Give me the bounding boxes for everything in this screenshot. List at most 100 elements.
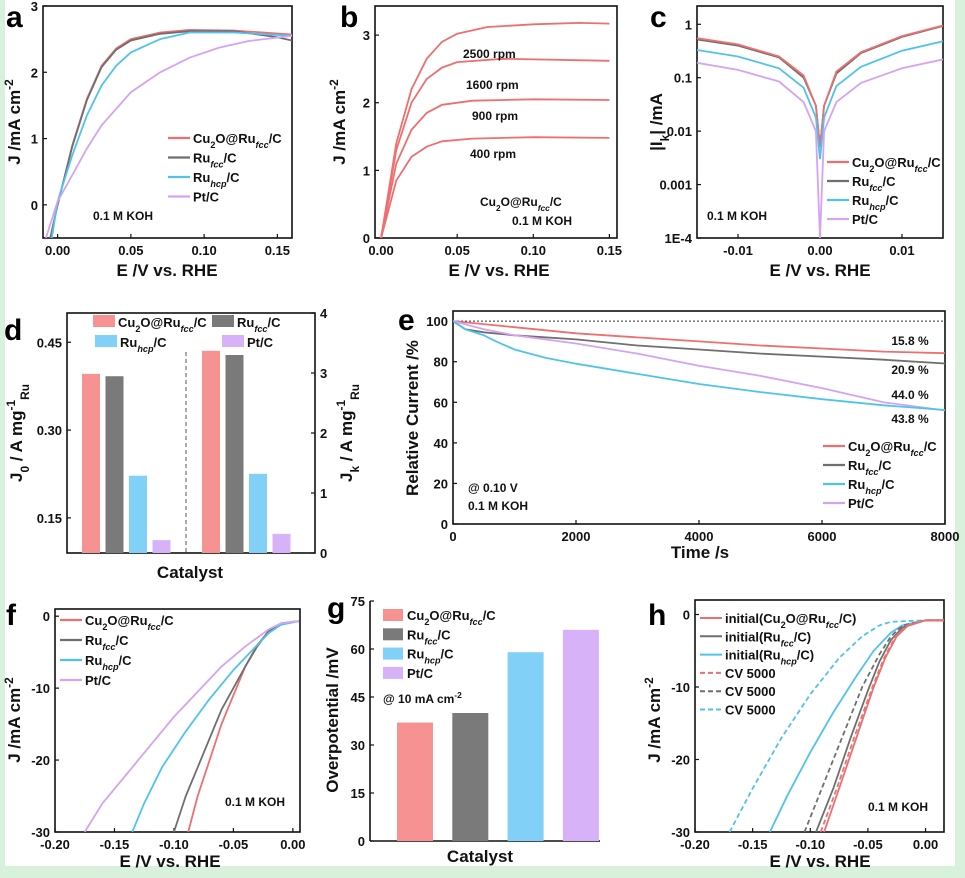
bar-rufcc <box>452 713 489 841</box>
y-tick-label: 0 <box>441 517 448 532</box>
x-tick-label: -0.05 <box>219 837 249 852</box>
x-axis-label: Time /s <box>671 543 729 562</box>
legend-label-pt-part: Pt/C <box>852 212 879 227</box>
annotation-text: @ 10 mA cm-2 <box>383 690 462 706</box>
x-axis-label: E /V vs. RHE <box>769 261 870 280</box>
y-axis-label-part: J /mA cm <box>5 90 24 165</box>
legend-label-pt-part: Pt/C <box>848 496 875 511</box>
legend-label-ruhcp: Ruhcp/C <box>193 170 240 189</box>
series-line-pt <box>697 58 943 238</box>
panel-d: d 0.15 0.30 0.45 0 1 2 3 4 <box>4 306 328 561</box>
bar-jk-rufcc <box>225 355 244 553</box>
annotation-text-part: @ 10 mA cm <box>383 692 454 706</box>
panel-b-letter: b <box>340 1 358 34</box>
x-tick-label: 0.00 <box>45 243 70 258</box>
series-line-ruhcp <box>50 31 292 238</box>
legend-label-part: initial(Cu <box>725 611 781 626</box>
annotation-text: Cu2O@Rufcc/C <box>480 195 562 213</box>
legend-label-pt: Pt/C <box>85 673 112 688</box>
legend-label-pt-part: Pt/C <box>193 190 220 205</box>
legend-label-ruhcp: Ruhcp/C <box>120 335 167 354</box>
frame-right-strip <box>955 0 965 878</box>
x-tick-label: -0.01 <box>723 243 753 258</box>
legend-label-part: /C) <box>794 629 811 644</box>
x-tick-label: 0.05 <box>445 243 470 258</box>
panel-d-letter: d <box>4 314 22 347</box>
panel-g-letter: g <box>327 592 345 625</box>
legend-label-part: fcc <box>826 620 839 630</box>
y-axis-label-part: J /mA cm <box>5 688 24 763</box>
legend-label-cu2o-part: Cu <box>85 613 102 628</box>
legend-label-ruhcp-part: Ru <box>848 477 865 492</box>
annotation-text: 0.1 M KOH <box>468 499 528 513</box>
legend-label-rufcc-part: /C <box>268 315 282 330</box>
y-axis-label-part: -2 <box>2 79 16 90</box>
x-axis-label-part: Catalyst <box>447 847 513 866</box>
legend-label-part: /C) <box>839 611 856 626</box>
x-axis-label-part: E /V vs. RHE <box>119 852 220 871</box>
legend-label-cu2o-part: 2 <box>424 617 429 627</box>
legend-label-rufcc: Rufcc/C <box>852 174 896 193</box>
legend-label: CV 5000 <box>725 684 776 699</box>
y-tick-label: 1 <box>31 132 38 147</box>
legend-label-cu2o-part: fcc <box>148 622 161 632</box>
y-tick-label: 40 <box>434 436 448 451</box>
legend-label-ruhcp-part: hcp <box>869 202 886 212</box>
annotation-text: 0.1 M KOH <box>93 209 153 223</box>
y-right-axis-label-part: k <box>348 466 362 473</box>
annotation-text-part: /C <box>550 195 562 209</box>
x-tick-label: 0.00 <box>807 243 832 258</box>
panel-b: b 0.00 0.05 0.10 0.15 0 1 2 3 2500 rpm 1600 rpm 900… <box>340 1 622 258</box>
curve-label: 900 rpm <box>472 109 518 123</box>
x-tick-label: 0.10 <box>191 243 216 258</box>
legend-label-ruhcp: Ruhcp/C <box>848 477 895 496</box>
legend-label-ruhcp-part: Ru <box>85 653 102 668</box>
x-tick-label: 0.15 <box>597 243 622 258</box>
y-tick-label: 2 <box>363 96 370 111</box>
bar-j0-pt <box>152 540 171 553</box>
y-right-axis-label-part: / A mg <box>337 410 356 465</box>
bar-jk-pt <box>272 533 291 553</box>
panel-f-letter: f <box>6 599 17 632</box>
legend-label-cu2o-part: O@Ru <box>429 608 469 623</box>
panel-e: e 0 2000 4000 6000 8000 0 20 40 60 80 100 15.8 % 20.9… <box>398 304 959 544</box>
x-tick-label: -0.05 <box>853 837 883 852</box>
series-line-rufcc <box>173 620 299 832</box>
panel-a: a 0.00 0.05 0.10 0.15 0 1 2 3 <box>6 0 293 258</box>
y-tick-label: 0 <box>43 609 50 624</box>
legend-label-cu2o: Cu2O@Rufcc/C <box>118 315 207 334</box>
legend-label-cu2o-part: /C <box>924 439 938 454</box>
legend-label-rufcc-part: fcc <box>424 636 437 646</box>
y-axis-label-part: -2 <box>642 677 656 688</box>
series-group <box>453 320 945 412</box>
annotation-text-part: O@Ru <box>501 195 538 209</box>
legend-label-cu2o-part: 2 <box>102 622 107 632</box>
y-tick-label: 15 <box>351 786 365 801</box>
y-axis-label-part: 0 <box>18 466 32 473</box>
legend-label: CV 5000 <box>725 666 776 681</box>
legend-label-part: /C) <box>797 648 814 663</box>
x-tick-label: 0.00 <box>280 837 305 852</box>
series-line-cu2o <box>380 98 610 238</box>
panel-h-letter: h <box>648 599 666 632</box>
y-tick-label: 80 <box>434 355 448 370</box>
y-axis-label-part: / A mg <box>7 410 26 465</box>
x-axis-label-part: Catalyst <box>157 563 223 582</box>
panel-g: g 0 15 30 45 60 75 <box>327 592 600 849</box>
y-axis-label-part: -1 <box>4 400 18 411</box>
legend-label-ruhcp-part: hcp <box>424 656 441 666</box>
x-axis-label-part: Time /s <box>671 543 729 562</box>
legend-label-ruhcp-part: hcp <box>102 662 119 672</box>
legend-label-pt: Pt/C <box>407 666 434 681</box>
y-tick-label: -30 <box>31 825 50 840</box>
y-tick-label: 2 <box>31 65 38 80</box>
legend-label-pt: Pt/C <box>247 335 274 350</box>
legend-label-cu2o-part: 2 <box>865 448 870 458</box>
y-axis-label: |Ik| /mA <box>647 93 672 151</box>
x-axis-label-part: E /V vs. RHE <box>769 852 870 871</box>
legend-label-ruhcp-part: hcp <box>865 486 882 496</box>
legend-swatch-pt <box>222 335 244 347</box>
legend-label-pt-part: Pt/C <box>85 673 112 688</box>
series-line-pt <box>453 320 945 412</box>
